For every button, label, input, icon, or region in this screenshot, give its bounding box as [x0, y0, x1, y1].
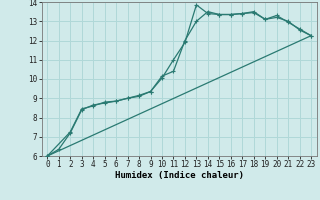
X-axis label: Humidex (Indice chaleur): Humidex (Indice chaleur): [115, 171, 244, 180]
